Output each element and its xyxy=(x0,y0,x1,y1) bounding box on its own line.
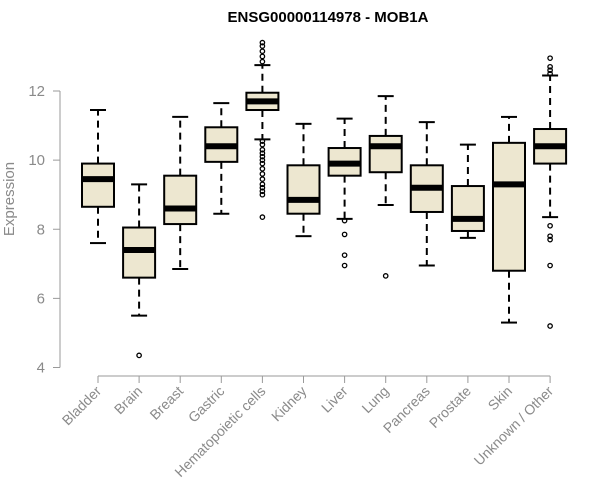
outlier-point xyxy=(341,262,348,269)
outlier-point xyxy=(259,160,266,167)
outlier-point xyxy=(547,222,553,229)
outlier-point xyxy=(259,146,266,153)
box-kidney xyxy=(286,164,321,215)
outlier-point xyxy=(259,191,266,198)
x-tick-label: Brain xyxy=(111,383,145,417)
y-tick-label: 6 xyxy=(37,290,45,307)
outlier-point xyxy=(259,188,266,195)
chart-title: ENSG00000114978 - MOB1A xyxy=(228,9,429,26)
outlier-point xyxy=(341,231,348,238)
outlier-point xyxy=(259,157,266,163)
y-tick-label: 10 xyxy=(28,152,45,169)
outlier-point xyxy=(259,48,266,55)
outlier-point xyxy=(547,63,553,70)
x-tick-label: Liver xyxy=(318,383,351,416)
box-prostate xyxy=(450,185,485,232)
x-tick-label: Breast xyxy=(146,383,186,423)
x-tick-label: Skin xyxy=(485,383,516,414)
y-tick-label: 12 xyxy=(28,83,45,100)
y-tick-label: 4 xyxy=(37,360,45,377)
outlier-point xyxy=(259,141,266,148)
outlier-point xyxy=(259,165,266,172)
outlier-point xyxy=(259,181,266,188)
box-lung xyxy=(368,134,403,174)
outlier-point xyxy=(259,39,266,46)
x-tick-label: Bladder xyxy=(59,383,105,429)
x-tick-label: Kidney xyxy=(268,383,310,425)
outlier-point xyxy=(259,176,266,182)
y-axis-label: Expression xyxy=(1,162,18,236)
outlier-point xyxy=(259,150,266,157)
outlier-point xyxy=(547,323,553,329)
y-tick-label: 8 xyxy=(37,221,45,238)
outlier-point xyxy=(259,184,266,191)
outlier-point xyxy=(547,55,553,62)
box-skin xyxy=(492,141,526,272)
outlier-point xyxy=(259,53,266,60)
outlier-point xyxy=(341,252,348,259)
outlier-point xyxy=(259,171,266,177)
outlier-point xyxy=(547,67,553,74)
box-breast xyxy=(163,174,198,226)
outlier-point xyxy=(547,70,553,77)
outlier-point xyxy=(259,214,266,221)
outlier-point xyxy=(259,153,266,160)
outlier-point xyxy=(259,43,266,49)
x-tick-label: Lung xyxy=(358,383,391,416)
outlier-point xyxy=(136,352,142,359)
x-tick-label: Prostate xyxy=(426,383,474,431)
outlier-point xyxy=(547,236,553,243)
outlier-point xyxy=(259,58,266,65)
outlier-point xyxy=(382,273,389,279)
outlier-point xyxy=(547,233,553,240)
outlier-point xyxy=(259,138,266,144)
box-bladder xyxy=(81,162,115,208)
outlier-point xyxy=(341,217,348,224)
outlier-point xyxy=(547,262,553,269)
